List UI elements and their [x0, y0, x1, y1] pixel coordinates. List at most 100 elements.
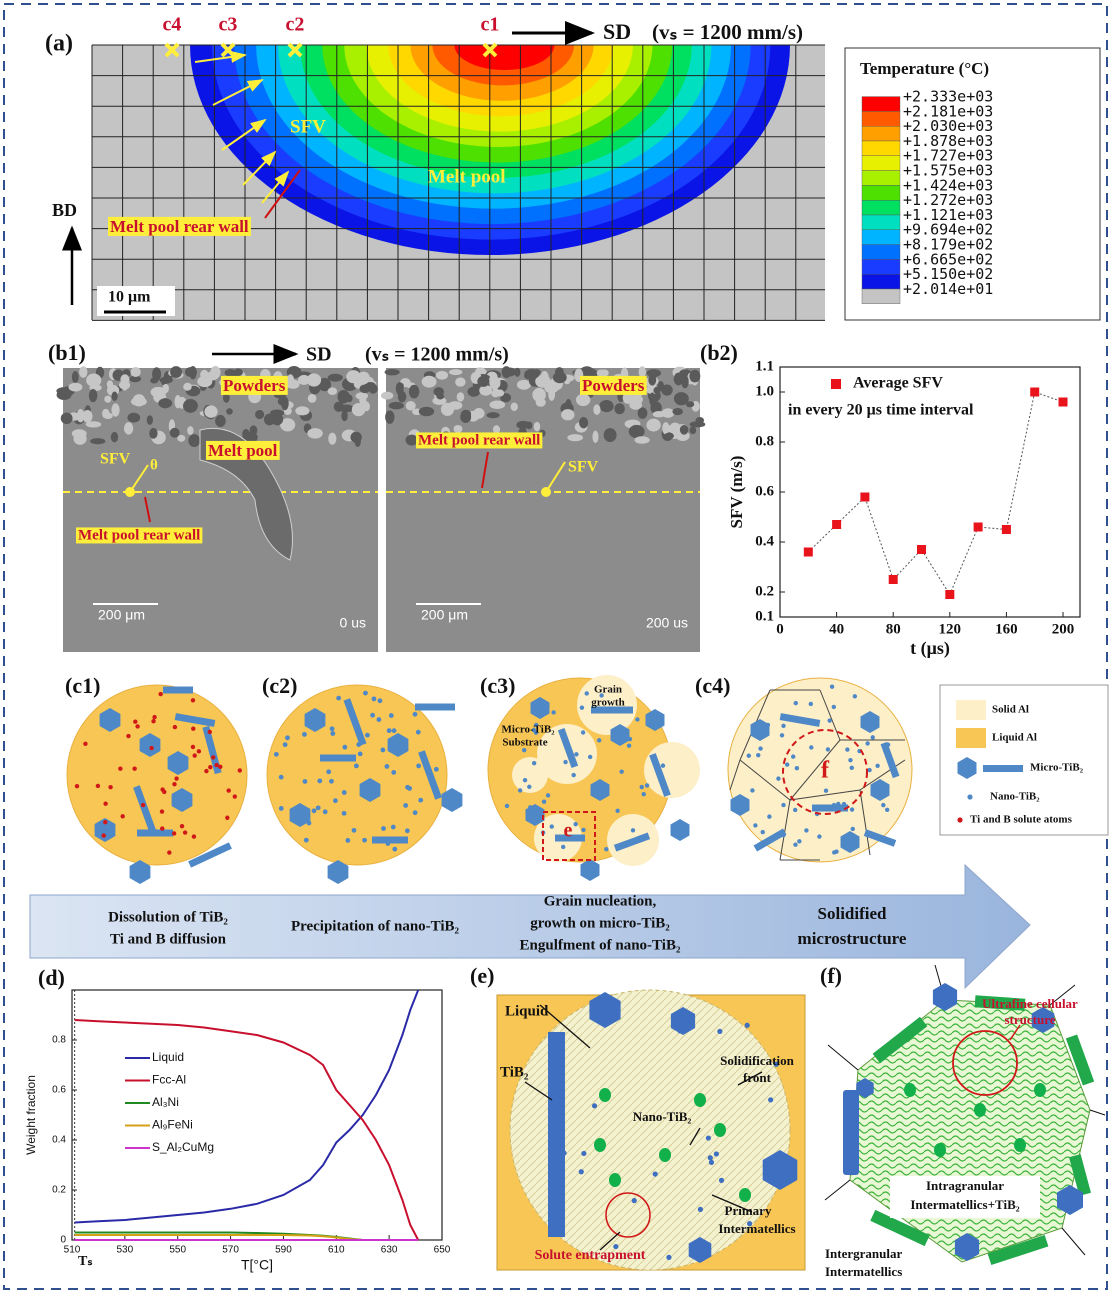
intermetallic	[609, 1173, 621, 1187]
nano-particle	[781, 724, 785, 728]
solute-atom	[158, 692, 162, 696]
nano-particle	[274, 752, 279, 757]
nano-particle	[518, 788, 522, 792]
nano-particle	[581, 1151, 586, 1156]
annotation: Nano-TiB₂	[633, 1109, 692, 1124]
nano-particle	[407, 786, 412, 791]
nano-particle	[886, 743, 890, 747]
solute-atom	[192, 753, 196, 757]
nano-particle	[804, 828, 808, 832]
legend-swatch	[862, 111, 900, 126]
nano-particle	[304, 838, 309, 843]
powder	[634, 436, 649, 443]
nano-particle	[303, 779, 308, 784]
powder	[149, 428, 157, 439]
powder	[307, 373, 321, 386]
nano-particle	[708, 1155, 713, 1160]
solute-atom	[132, 767, 136, 771]
solute-atom	[225, 816, 229, 820]
nano-particle	[793, 808, 797, 812]
data-point	[860, 493, 869, 502]
nano-particle	[851, 827, 855, 831]
nano-particle	[739, 796, 743, 800]
nano-particle	[385, 841, 390, 846]
solute-atom	[83, 742, 87, 746]
nano-particle	[885, 808, 889, 812]
nano-particle	[719, 1178, 724, 1183]
nano-particle	[352, 828, 357, 833]
powder	[473, 408, 484, 419]
solute-atom	[135, 724, 139, 728]
powder	[183, 383, 192, 391]
legend-label: Average SFV	[853, 375, 943, 392]
series-line	[75, 990, 419, 1223]
legend-swatch	[956, 728, 986, 748]
annotation: front	[743, 1070, 772, 1085]
legend-swatch	[956, 700, 986, 720]
nano-particle	[750, 788, 754, 792]
powder	[646, 419, 660, 432]
powder	[334, 402, 344, 412]
nano-particle	[326, 769, 331, 774]
powder	[689, 370, 700, 383]
powder	[455, 377, 465, 386]
powder	[158, 398, 172, 408]
nano-particle	[585, 691, 589, 695]
nano-particle	[753, 823, 757, 827]
nano-particle	[523, 778, 527, 782]
nano-particle	[791, 754, 795, 758]
nano-particle	[381, 748, 386, 753]
nano-particle	[579, 1169, 584, 1174]
annotation: TiB₂	[500, 1064, 529, 1080]
solute-atom	[126, 734, 130, 738]
solute-atom	[108, 785, 112, 789]
annotation: Intermatellics	[825, 1264, 902, 1279]
nano-particle	[571, 773, 575, 777]
powder	[449, 369, 462, 375]
solute-atom	[192, 834, 196, 838]
nano-particle	[709, 1160, 714, 1165]
x-tick-label: 650	[434, 1245, 451, 1256]
y-tick-label: 0.4	[52, 1135, 66, 1146]
nano-particle	[333, 798, 338, 803]
nano-particle	[418, 798, 423, 803]
nano-particle	[542, 799, 546, 803]
y-axis-label: Weight fraction	[24, 1075, 38, 1155]
powder	[477, 376, 489, 387]
nano-particle	[336, 696, 341, 701]
x-tick-label: 530	[117, 1245, 134, 1256]
powder	[242, 429, 250, 440]
powder	[150, 377, 158, 383]
nano-particle	[768, 1097, 773, 1102]
nano-particle	[372, 696, 377, 701]
x-tick-label: 570	[222, 1245, 239, 1256]
stage-label: Grain nucleation,	[544, 893, 657, 909]
nano-particle	[378, 698, 383, 703]
annotation: Solidification	[720, 1053, 794, 1068]
nano-particle	[385, 764, 390, 769]
nano-particle	[365, 733, 370, 738]
powder	[553, 372, 567, 383]
legend-swatch	[862, 171, 900, 186]
nano-particle	[747, 754, 751, 758]
powder	[629, 425, 645, 438]
nano-particle	[698, 1207, 703, 1212]
solute-atom	[103, 820, 107, 824]
nano-particle	[323, 809, 328, 814]
boxed-label: Melt pool rear wall	[110, 217, 249, 236]
x-tick-label: 610	[328, 1245, 345, 1256]
solute-atom	[172, 782, 176, 786]
nano-particle	[392, 847, 397, 852]
nano-particle	[377, 717, 382, 722]
nano-particle	[867, 768, 871, 772]
powder	[86, 374, 101, 387]
nano-particle	[645, 783, 649, 787]
y-tick-label: 0.1	[755, 608, 774, 624]
powder	[653, 387, 660, 394]
powder	[352, 403, 366, 416]
solute-atom	[238, 768, 242, 772]
solidus-label: Tₛ	[78, 1254, 93, 1269]
nano-particle	[795, 766, 799, 770]
nano-particle	[640, 785, 644, 789]
nano-particle	[403, 803, 408, 808]
